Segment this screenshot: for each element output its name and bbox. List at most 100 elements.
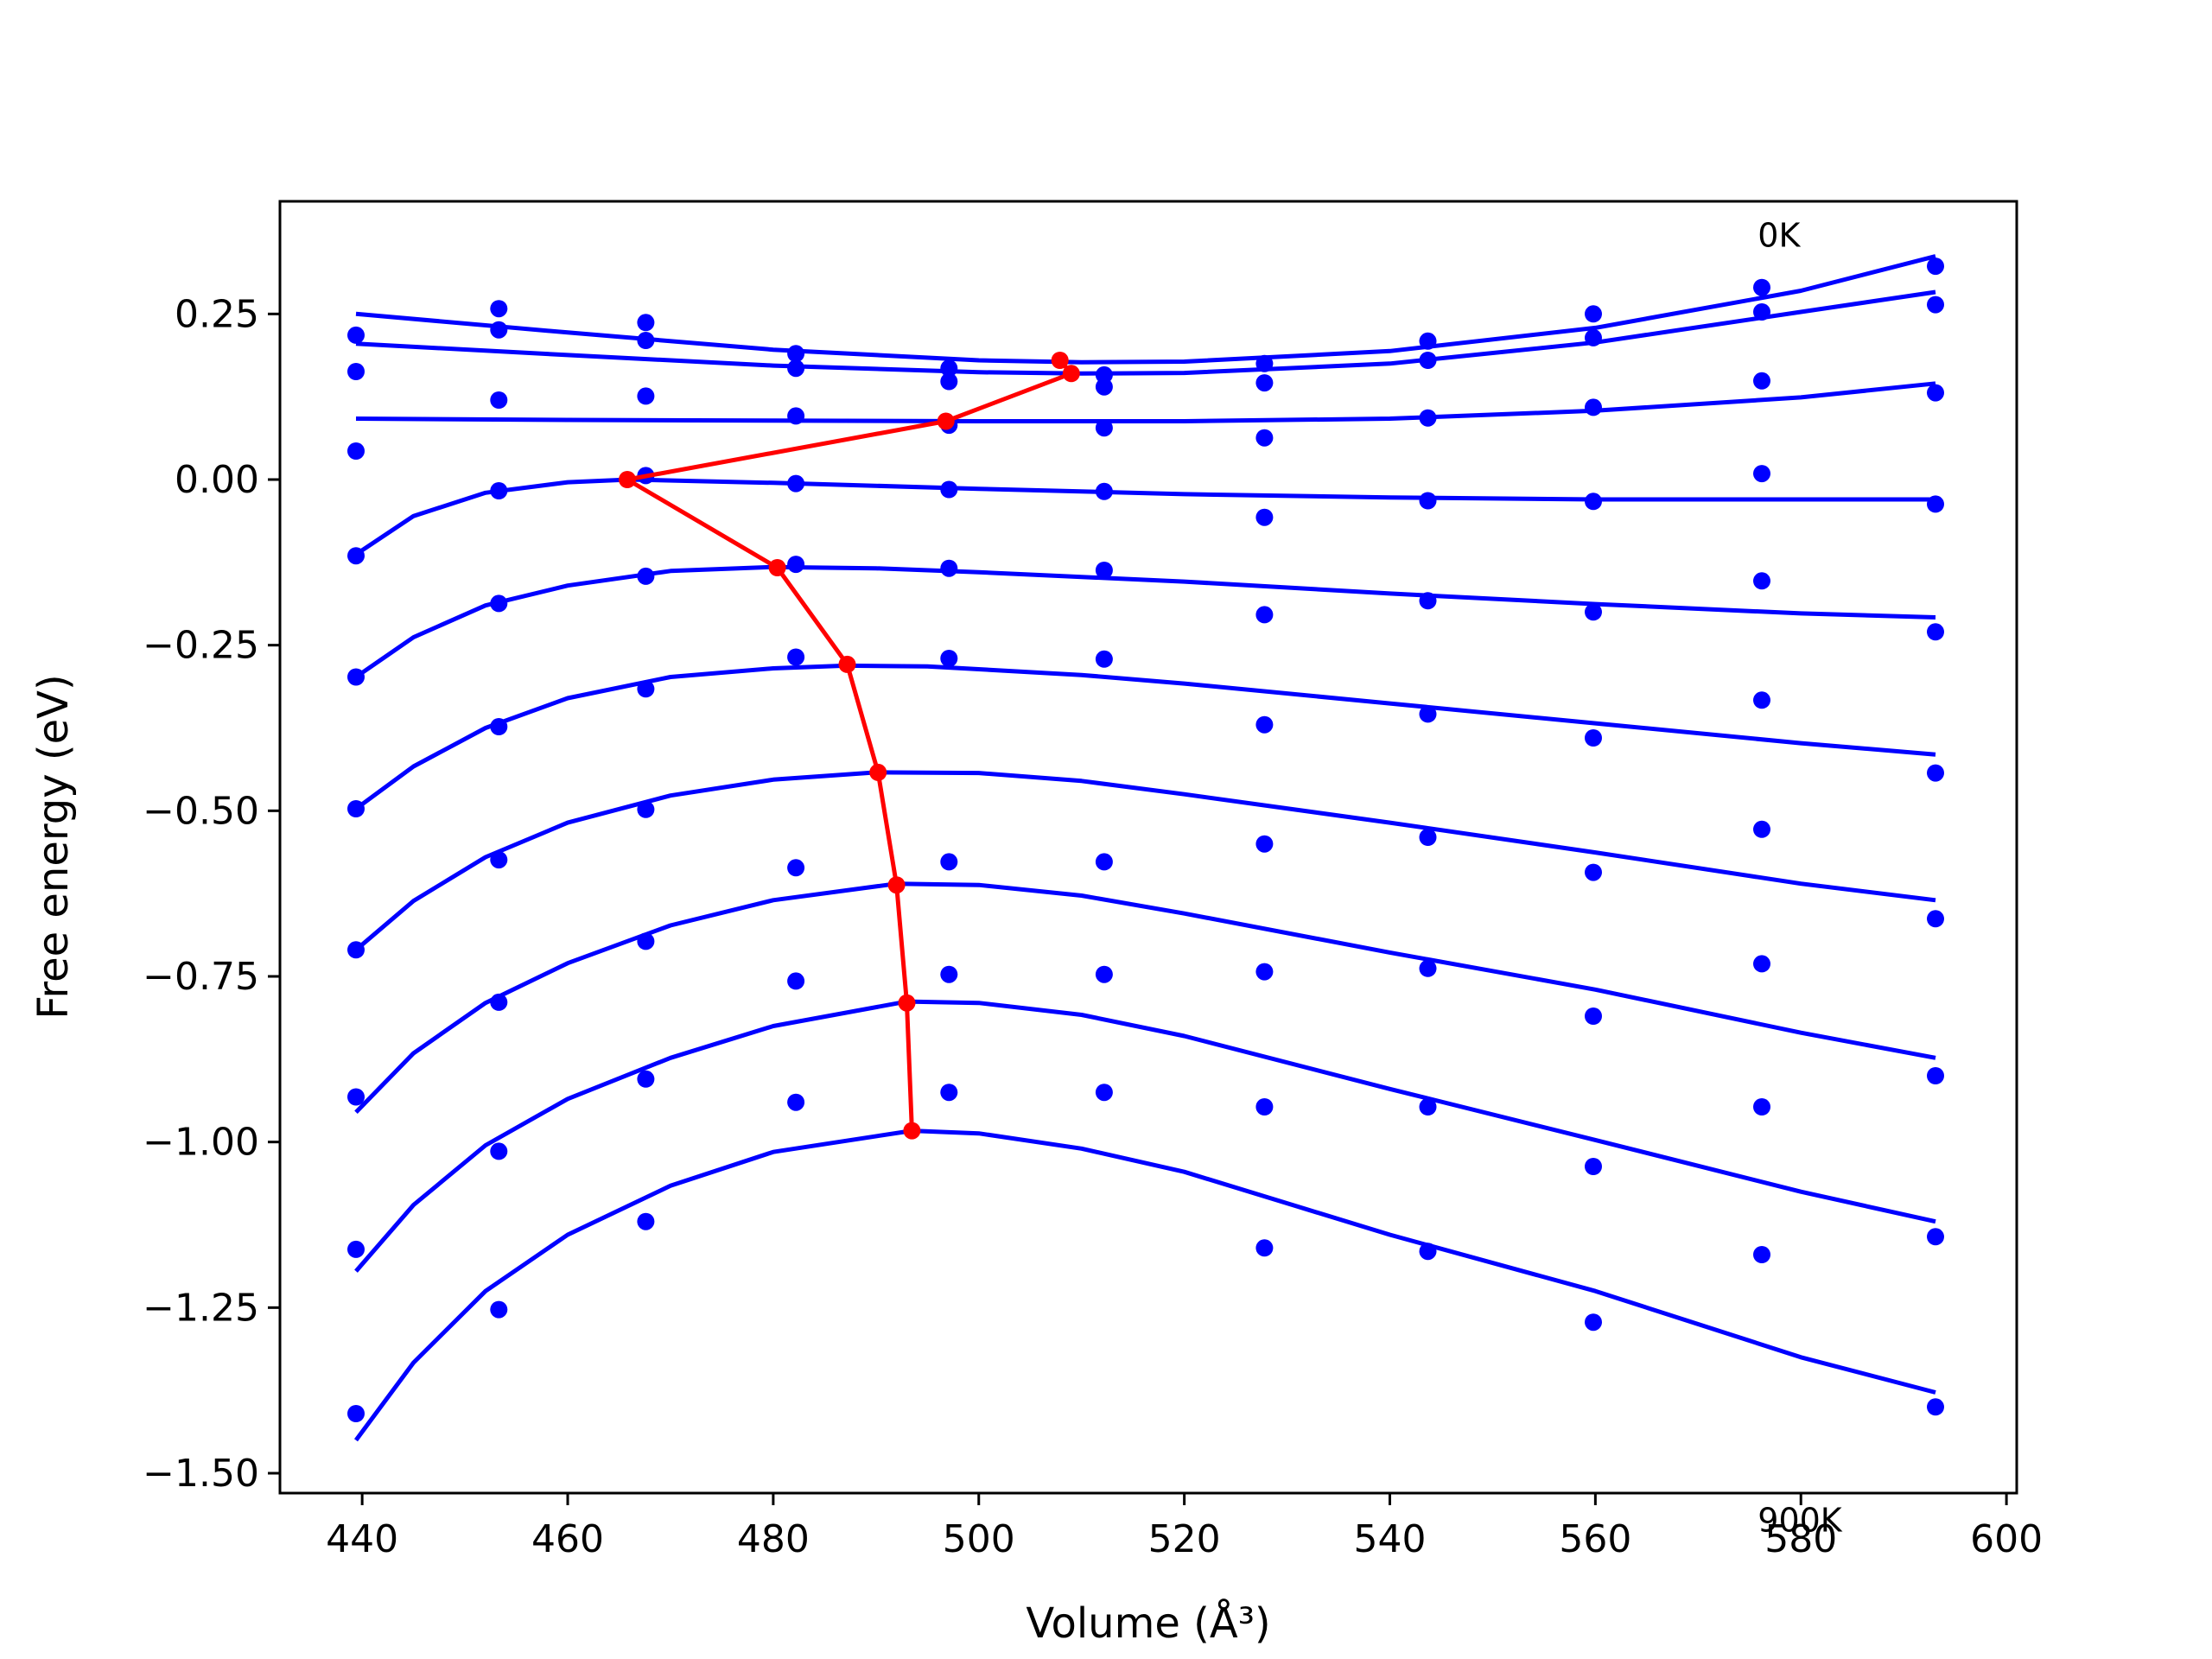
x-tick-label: 500 — [943, 1517, 1015, 1561]
data-point-3-3 — [787, 474, 805, 493]
data-point-5-9 — [1753, 691, 1770, 709]
data-point-2-7 — [1419, 409, 1437, 427]
data-point-5-5 — [1095, 650, 1113, 668]
data-point-0-2 — [637, 314, 655, 332]
data-point-9-1 — [490, 1300, 508, 1319]
data-point-5-4 — [940, 650, 958, 667]
data-point-6-6 — [1255, 835, 1274, 853]
annotation-1: 900K — [1758, 1502, 1843, 1540]
data-point-6-7 — [1419, 829, 1437, 846]
data-point-6-1 — [490, 851, 508, 869]
data-point-9-8 — [1585, 1313, 1602, 1332]
annotations: 0K 900K — [1758, 216, 1843, 1539]
data-point-4-7 — [1419, 592, 1437, 610]
plot-frame — [278, 200, 2018, 1495]
fit-curve-2 — [355, 381, 1936, 423]
data-point-8-0 — [347, 1240, 365, 1258]
data-point-6-0 — [347, 941, 365, 959]
data-point-0-0 — [347, 326, 365, 344]
x-tick-label: 560 — [1559, 1517, 1631, 1561]
data-point-3-10 — [1927, 495, 1944, 513]
data-point-8-8 — [1585, 1158, 1602, 1175]
data-point-7-2 — [637, 932, 655, 950]
data-point-5-6 — [1255, 715, 1274, 734]
data-point-8-5 — [1095, 1084, 1113, 1102]
data-point-6-4 — [940, 853, 958, 871]
minima-point-1 — [1062, 365, 1080, 383]
fit-curve-0 — [355, 254, 1936, 365]
x-tick-label: 540 — [1354, 1517, 1427, 1561]
data-point-4-1 — [490, 594, 508, 613]
data-point-4-8 — [1585, 603, 1602, 621]
data-point-8-7 — [1419, 1098, 1437, 1116]
data-point-7-6 — [1255, 963, 1274, 981]
data-point-8-9 — [1753, 1098, 1770, 1116]
data-point-5-3 — [787, 648, 805, 666]
data-point-1-4 — [940, 372, 958, 391]
data-point-2-0 — [347, 442, 365, 460]
fit-curve-8 — [354, 999, 1936, 1273]
data-point-6-8 — [1585, 863, 1602, 881]
data-point-3-4 — [940, 480, 958, 499]
data-point-7-8 — [1585, 1007, 1602, 1025]
y-tick-label: 0.25 — [175, 292, 259, 336]
minima-point-8 — [898, 994, 916, 1012]
data-point-8-1 — [490, 1142, 508, 1160]
data-point-1-3 — [787, 359, 805, 378]
x-axis: 440 460 480 500 520 540 560 580 600 — [326, 1493, 2043, 1561]
annotation-0: 0K — [1758, 216, 1801, 254]
data-point-4-6 — [1255, 606, 1274, 624]
y-tick-label: −1.25 — [143, 1286, 259, 1330]
data-point-6-9 — [1753, 820, 1770, 838]
data-point-4-10 — [1927, 623, 1944, 641]
data-point-2-2 — [637, 387, 655, 405]
y-tick-label: −0.75 — [143, 955, 259, 999]
fit-curve-3 — [354, 477, 1936, 556]
data-point-5-2 — [637, 680, 655, 698]
minima-point-0 — [1051, 352, 1069, 369]
data-point-0-5 — [1095, 365, 1113, 384]
y-tick-label: −1.50 — [143, 1452, 259, 1496]
x-tick-label: 480 — [737, 1517, 810, 1561]
data-point-1-5 — [1095, 378, 1113, 396]
data-point-3-5 — [1095, 482, 1113, 500]
data-point-8-4 — [940, 1084, 958, 1102]
data-point-1-2 — [637, 332, 655, 349]
data-point-8-6 — [1255, 1098, 1274, 1116]
data-point-7-9 — [1753, 955, 1770, 973]
minima-point-7 — [887, 876, 906, 894]
data-point-1-8 — [1585, 328, 1602, 346]
data-points — [347, 257, 1944, 1422]
data-point-1-6 — [1255, 374, 1274, 392]
data-point-3-8 — [1585, 493, 1602, 511]
data-point-2-6 — [1255, 429, 1274, 447]
data-point-1-7 — [1419, 352, 1437, 369]
data-point-0-6 — [1255, 354, 1274, 372]
x-tick-label: 600 — [1970, 1517, 2043, 1561]
data-point-7-4 — [940, 965, 958, 983]
minima-point-5 — [838, 655, 856, 673]
data-point-5-1 — [490, 718, 508, 735]
data-point-1-9 — [1753, 303, 1770, 321]
data-point-0-8 — [1585, 305, 1602, 323]
minima-point-2 — [937, 412, 955, 430]
data-point-6-10 — [1927, 910, 1944, 928]
y-tick-label: −0.25 — [143, 624, 259, 668]
data-point-9-9 — [1753, 1246, 1770, 1263]
data-point-2-8 — [1585, 398, 1602, 416]
data-point-4-5 — [1095, 562, 1113, 579]
minima-point-9 — [903, 1122, 921, 1140]
data-point-3-1 — [490, 482, 508, 499]
data-point-4-2 — [637, 567, 655, 585]
data-point-6-2 — [637, 800, 655, 818]
y-tick-label: 0.00 — [175, 458, 259, 502]
data-point-0-9 — [1753, 278, 1770, 296]
data-point-5-7 — [1419, 705, 1437, 723]
data-point-4-9 — [1753, 572, 1770, 590]
data-point-9-0 — [347, 1405, 365, 1422]
data-point-8-10 — [1927, 1228, 1944, 1246]
data-point-1-1 — [490, 321, 508, 339]
data-point-7-0 — [347, 1088, 365, 1106]
data-point-6-5 — [1095, 853, 1113, 871]
